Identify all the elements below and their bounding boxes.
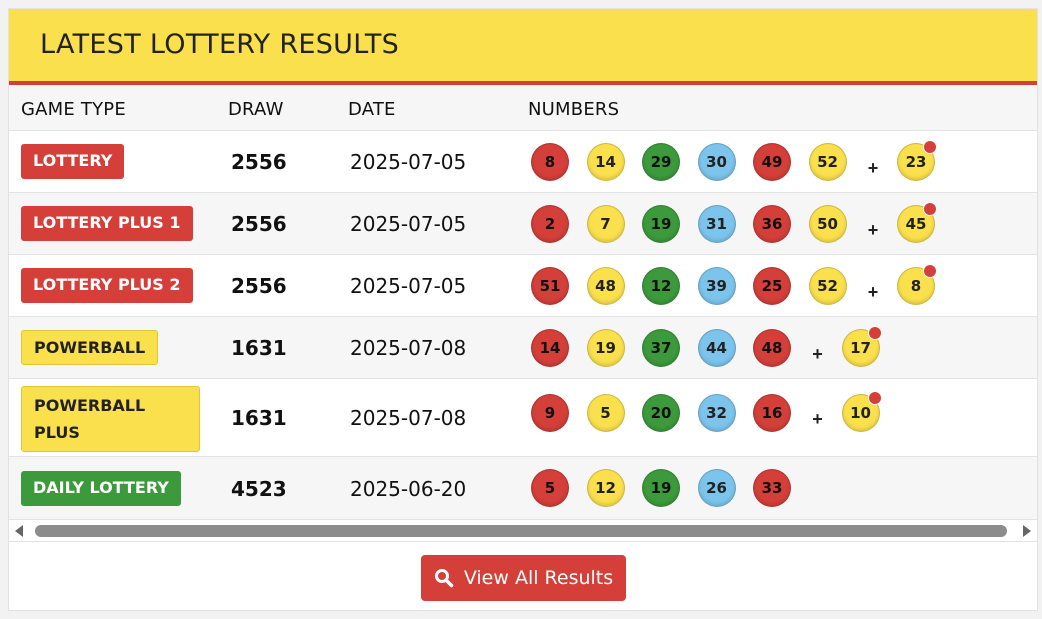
table-row: LOTTERY PLUS 2 2556 2025-07-05 51 48 12 39 25 52… xyxy=(9,255,1037,317)
table-header: GAME TYPE DRAW DATE NUMBERS xyxy=(9,85,1037,131)
draw-date: 2025-07-05 xyxy=(350,150,467,174)
game-type-badge[interactable]: LOTTERY PLUS 1 xyxy=(21,206,193,241)
number-ball: 8 xyxy=(531,143,569,181)
column-header-date: DATE xyxy=(348,99,396,120)
table-row: LOTTERY 2556 2025-07-05 8 14 29 30 49 52 +23 xyxy=(9,131,1037,193)
number-ball: 30 xyxy=(697,143,736,181)
number-ball: 2 xyxy=(531,205,569,243)
scrollbar-thumb[interactable] xyxy=(35,525,1007,537)
search-icon xyxy=(434,569,454,588)
number-ball: 31 xyxy=(697,205,736,243)
bonus-ball-number: 8 xyxy=(910,277,922,295)
card-header: LATEST LOTTERY RESULTS xyxy=(9,9,1037,85)
number-ball: 7 xyxy=(586,205,625,243)
draw-date: 2025-06-20 xyxy=(350,476,467,501)
bonus-indicator-dot xyxy=(867,326,882,340)
bonus-ball-number: 17 xyxy=(850,339,871,357)
number-ball: 36 xyxy=(753,205,791,243)
number-ball: 39 xyxy=(697,267,736,305)
card-title: LATEST LOTTERY RESULTS xyxy=(40,29,400,60)
bonus-ball: 45 xyxy=(897,202,937,243)
number-ball: 49 xyxy=(753,143,791,181)
table-row: POWERBALL 1631 2025-07-08 14 19 37 44 48 +17 xyxy=(9,317,1037,379)
scroll-right-arrow-icon[interactable] xyxy=(1023,525,1031,537)
draw-number: 1631 xyxy=(231,406,287,430)
bonus-indicator-dot xyxy=(867,391,882,405)
game-type-badge[interactable]: LOTTERY xyxy=(21,144,125,179)
draw-number: 2556 xyxy=(231,150,287,174)
bonus-ball: 23 xyxy=(897,140,937,181)
bonus-ball-number: 23 xyxy=(905,153,927,171)
number-ball: 50 xyxy=(808,205,847,243)
scroll-left-arrow-icon[interactable] xyxy=(15,525,23,537)
draw-date: 2025-07-05 xyxy=(350,274,467,298)
number-ball: 19 xyxy=(586,329,625,367)
plus-sign: + xyxy=(812,409,823,429)
draw-number: 2556 xyxy=(231,212,287,236)
draw-number: 1631 xyxy=(231,336,287,360)
game-type-badge[interactable]: POWERBALL PLUS xyxy=(21,386,200,452)
bonus-ball-number: 45 xyxy=(905,215,927,233)
number-ball: 14 xyxy=(531,329,569,367)
number-ball: 20 xyxy=(642,394,680,432)
view-all-results-button[interactable]: View All Results xyxy=(421,555,626,601)
number-ball: 32 xyxy=(697,394,736,432)
column-header-game-type: GAME TYPE xyxy=(21,99,126,120)
lottery-results-card: LATEST LOTTERY RESULTS GAME TYPE DRAW DA… xyxy=(8,8,1038,611)
view-all-results-label: View All Results xyxy=(463,567,614,589)
game-type-badge[interactable]: POWERBALL xyxy=(21,330,159,365)
table-row: POWERBALL PLUS 1631 2025-07-08 9 5 20 32 16 +10 xyxy=(9,379,1037,457)
number-ball: 14 xyxy=(586,143,625,181)
number-ball: 12 xyxy=(642,267,680,305)
game-type-badge[interactable]: DAILY LOTTERY xyxy=(21,470,181,506)
bonus-ball: 10 xyxy=(841,391,882,432)
draw-number: 2556 xyxy=(231,274,287,298)
bonus-indicator-dot xyxy=(923,202,937,216)
number-ball: 51 xyxy=(531,267,569,305)
column-header-draw: DRAW xyxy=(228,99,284,120)
plus-sign: + xyxy=(867,220,879,240)
number-ball: 48 xyxy=(753,329,791,367)
number-ball: 16 xyxy=(753,394,791,432)
number-ball: 25 xyxy=(753,267,791,305)
number-ball: 52 xyxy=(808,143,847,181)
plus-sign: + xyxy=(867,282,879,302)
bonus-ball: 8 xyxy=(897,264,937,305)
number-ball: 19 xyxy=(642,205,680,243)
bonus-ball: 17 xyxy=(841,326,882,367)
bonus-indicator-dot xyxy=(923,264,937,278)
bonus-indicator-dot xyxy=(923,140,937,154)
draw-date: 2025-07-05 xyxy=(350,212,467,236)
number-ball: 5 xyxy=(531,469,569,507)
draw-number: 4523 xyxy=(231,476,287,501)
number-ball: 5 xyxy=(586,394,625,432)
number-ball: 44 xyxy=(697,329,736,367)
column-header-numbers: NUMBERS xyxy=(528,99,620,120)
game-type-badge[interactable]: LOTTERY PLUS 2 xyxy=(21,268,193,303)
horizontal-scrollbar[interactable] xyxy=(9,520,1037,542)
number-ball: 9 xyxy=(531,394,569,432)
draw-date: 2025-07-08 xyxy=(350,336,467,360)
draw-date: 2025-07-08 xyxy=(350,406,467,430)
bonus-ball-number: 10 xyxy=(850,404,871,422)
table-row: LOTTERY PLUS 1 2556 2025-07-05 2 7 19 31 36 50 +4… xyxy=(9,193,1037,255)
plus-sign: + xyxy=(867,158,879,178)
number-ball: 33 xyxy=(753,469,791,507)
number-ball: 19 xyxy=(642,469,680,507)
plus-sign: + xyxy=(812,344,823,364)
number-ball: 26 xyxy=(697,469,736,507)
number-ball: 37 xyxy=(642,329,680,367)
number-ball: 29 xyxy=(642,143,680,181)
number-ball: 12 xyxy=(586,469,625,507)
number-ball: 48 xyxy=(586,267,625,305)
number-ball: 52 xyxy=(808,267,847,305)
table-row: DAILY LOTTERY 4523 2025-06-20 5 12 19 26 33 xyxy=(9,457,1037,520)
